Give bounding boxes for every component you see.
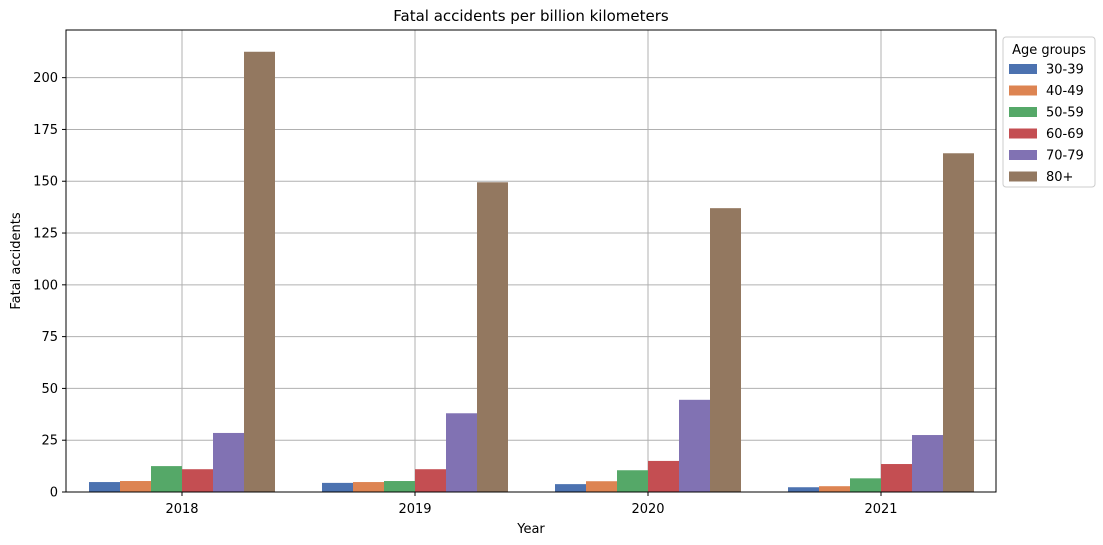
y-tick-label: 25 <box>41 434 58 449</box>
y-tick-label: 175 <box>33 123 58 138</box>
x-tick-label: 2021 <box>864 502 897 517</box>
legend-items: 30-39 40-49 50-59 60-69 70-79 80+ <box>1009 63 1084 185</box>
bar-60-69-2019 <box>415 469 446 492</box>
bar-60-69-2021 <box>881 464 912 492</box>
legend-label-40-49: 40-49 <box>1046 84 1084 99</box>
legend-label-80+: 80+ <box>1046 170 1073 185</box>
legend: Age groups 30-39 40-49 50-59 60-69 70-79 80+ <box>1002 36 1096 188</box>
bar-40-49-2019 <box>353 482 384 492</box>
bar-50-59-2021 <box>850 478 881 492</box>
x-axis-title: Year <box>516 522 545 537</box>
legend-label-60-69: 60-69 <box>1046 127 1084 142</box>
legend-label-30-39: 30-39 <box>1046 63 1084 78</box>
bar-50-59-2018 <box>151 466 182 492</box>
bar-40-49-2018 <box>120 481 151 492</box>
y-tick-label: 125 <box>33 227 58 242</box>
bars <box>89 51 974 493</box>
y-axis: 0 25 50 75 100 125 150 175 200 <box>33 71 66 501</box>
y-tick-label: 75 <box>41 330 58 345</box>
bar-50-59-2019 <box>384 481 415 492</box>
bar-80+-2020 <box>710 208 741 492</box>
legend-swatch-60-69 <box>1009 128 1037 139</box>
x-tick-label: 2018 <box>165 502 198 517</box>
x-tick-label: 2020 <box>631 502 664 517</box>
legend-label-50-59: 50-59 <box>1046 106 1084 121</box>
y-tick-label: 100 <box>33 278 58 293</box>
x-tick-label: 2019 <box>398 502 431 517</box>
bar-70-79-2019 <box>446 413 477 492</box>
y-tick-label: 0 <box>50 486 58 501</box>
legend-frame <box>1002 36 1096 188</box>
bar-70-79-2020 <box>679 399 710 492</box>
y-axis-title: Fatal accidents <box>9 212 24 310</box>
chart-title: Fatal accidents per billion kilometers <box>393 7 669 25</box>
bar-80+-2018 <box>244 51 275 493</box>
legend-swatch-50-59 <box>1009 107 1037 117</box>
bar-30-39-2018 <box>89 482 120 492</box>
legend-swatch-30-39 <box>1009 64 1037 74</box>
bar-40-49-2021 <box>819 486 850 492</box>
y-tick-label: 50 <box>41 382 58 397</box>
bar-30-39-2021 <box>788 487 819 492</box>
legend-swatch-80+ <box>1009 171 1037 182</box>
bar-60-69-2018 <box>182 469 213 492</box>
bar-30-39-2020 <box>555 484 586 492</box>
x-axis: 2018 2019 2020 2021 <box>165 492 898 517</box>
bar-70-79-2018 <box>213 432 244 492</box>
bar-50-59-2020 <box>617 470 648 492</box>
bar-30-39-2019 <box>322 482 353 492</box>
y-tick-label: 200 <box>33 71 58 86</box>
legend-label-70-79: 70-79 <box>1046 149 1084 164</box>
legend-title: Age groups <box>1012 43 1086 58</box>
bar-70-79-2021 <box>912 435 943 492</box>
bar-80+-2021 <box>943 153 974 493</box>
y-tick-label: 150 <box>33 175 58 190</box>
legend-swatch-70-79 <box>1009 150 1037 160</box>
bar-60-69-2020 <box>648 460 679 492</box>
bar-40-49-2020 <box>586 481 617 492</box>
legend-swatch-40-49 <box>1009 85 1037 96</box>
grid <box>66 30 996 493</box>
plot-frame <box>65 29 997 493</box>
bar-80+-2019 <box>477 182 508 492</box>
